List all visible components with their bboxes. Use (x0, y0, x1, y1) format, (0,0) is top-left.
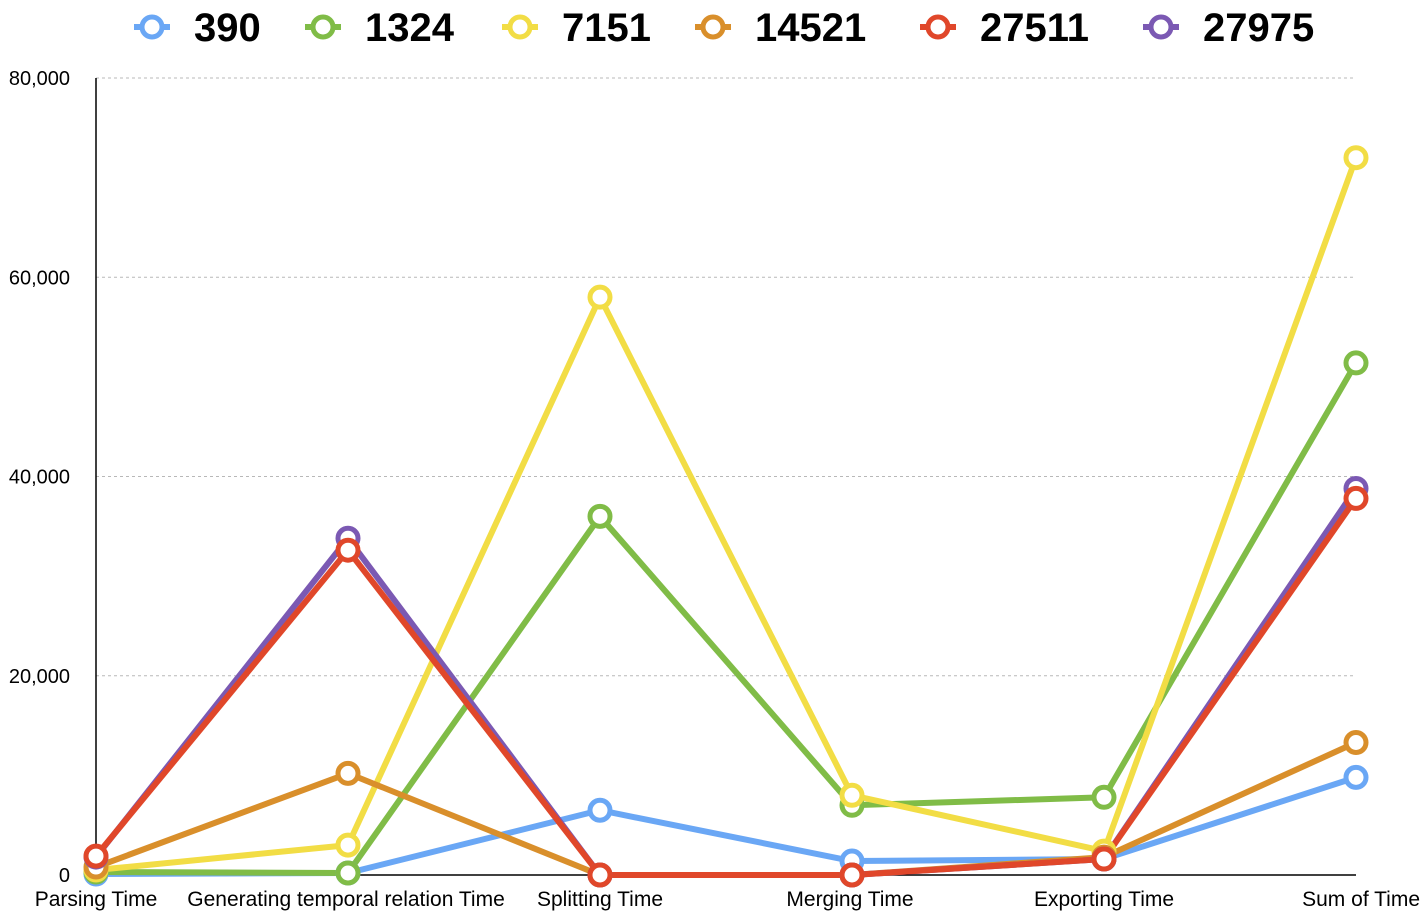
data-point (83, 843, 109, 869)
legend-label: 7151 (562, 6, 651, 50)
series-27511 (93, 495, 1359, 878)
legend-swatch-marker (139, 14, 165, 40)
data-point (1343, 485, 1369, 511)
series-7151 (93, 154, 1359, 874)
series-line (93, 495, 1359, 878)
y-tick-label: 40,000 (9, 467, 70, 489)
x-tick-label: Splitting Time (537, 888, 663, 911)
legend-label: 390 (194, 6, 261, 50)
y-tick-label: 80,000 (9, 68, 70, 90)
data-point (1091, 846, 1117, 872)
data-point (587, 862, 613, 888)
data-point (1343, 145, 1369, 171)
series-layer (83, 145, 1369, 888)
legend: 390 1324 7151 14521 27511 27975 (134, 6, 1314, 50)
series-line (93, 154, 1359, 874)
legend-swatch-marker (700, 14, 726, 40)
legend-swatch-marker (1148, 14, 1174, 40)
data-point (335, 760, 361, 786)
legend-label: 27511 (980, 6, 1089, 50)
data-point (839, 782, 865, 808)
y-tick-label: 60,000 (9, 267, 70, 289)
x-tick-label: Sum of Time (1302, 888, 1420, 911)
series-1324 (93, 359, 1359, 877)
legend-label: 1324 (365, 6, 455, 50)
data-point (839, 862, 865, 888)
legend-swatch-marker (507, 14, 533, 40)
grid-layer (96, 77, 1356, 677)
data-point (1091, 784, 1117, 810)
data-point (335, 860, 361, 886)
legend-label: 27975 (1203, 6, 1314, 50)
markers-27511 (83, 485, 1369, 888)
legend-item: 7151 (502, 6, 651, 50)
markers-7151 (83, 145, 1369, 883)
data-point (1343, 350, 1369, 376)
markers-1324 (83, 350, 1369, 886)
data-point (587, 503, 613, 529)
data-point (587, 284, 613, 310)
legend-item: 27511 (920, 6, 1089, 50)
series-line (93, 359, 1359, 877)
legend-item: 14521 (695, 6, 866, 50)
x-tick-label: Merging Time (786, 888, 913, 911)
data-point (1343, 764, 1369, 790)
legend-swatch-marker (310, 14, 336, 40)
legend-label: 14521 (755, 6, 866, 50)
x-tick-label: Exporting Time (1034, 888, 1174, 911)
label-layer: 0 20,000 40,000 60,000 80,000 Parsing Time Gen… (9, 68, 1420, 911)
legend-item: 390 (134, 6, 261, 50)
data-point (587, 797, 613, 823)
legend-item: 27975 (1143, 6, 1314, 50)
data-point (335, 832, 361, 858)
x-tick-label: Parsing Time (35, 888, 158, 911)
x-tick-label: Generating temporal relation Time (187, 888, 505, 911)
legend-item: 1324 (305, 6, 455, 50)
data-point (1343, 729, 1369, 755)
data-point (335, 537, 361, 563)
legend-swatch-marker (925, 14, 951, 40)
y-tick-label: 0 (59, 865, 70, 887)
y-tick-label: 20,000 (9, 666, 70, 688)
